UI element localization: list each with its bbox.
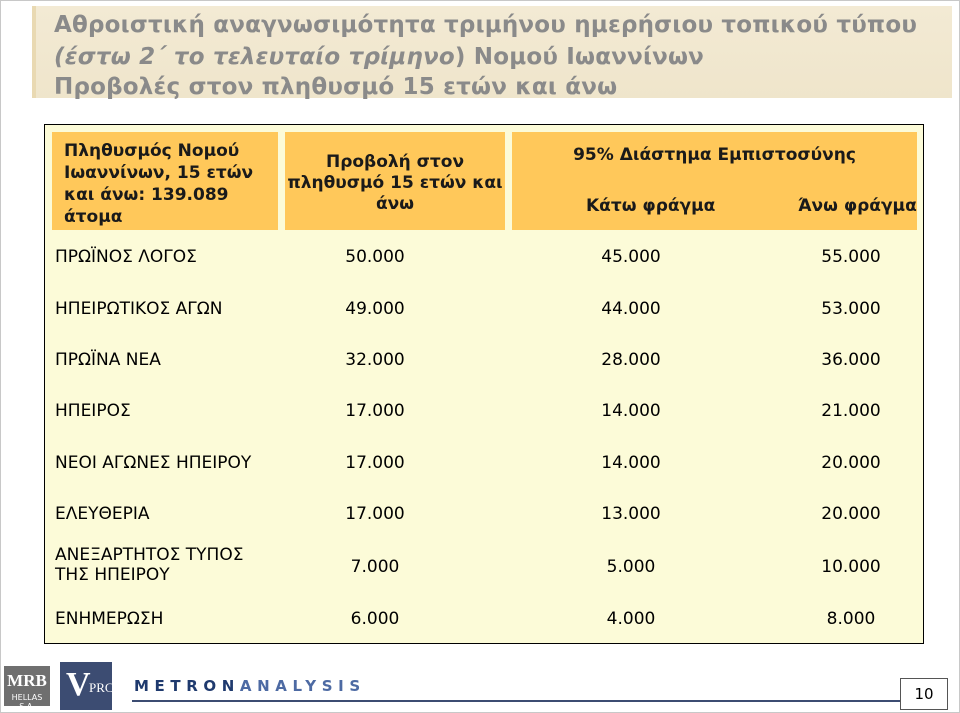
title-line-3: Προβολές στον πληθυσμό 15 ετών και άνω (54, 74, 618, 100)
table-row: ΝΕΟΙ ΑΓΩΝΕΣ ΗΠΕΙΡΟΥ 17.000 14.000 20.000 (45, 453, 923, 493)
header-population-cell: Πληθυσμός Νομού Ιωαννίνων, 15 ετών και ά… (52, 132, 278, 230)
lower-bound-value: 5.000 (606, 557, 656, 577)
newspaper-name: ΑΝΕΞΑΡΤΗΤΟΣ ΤΥΠΟΣ ΤΗΣ ΗΠΕΙΡΟΥ (55, 545, 243, 585)
newspaper-name-line-2: ΤΗΣ ΗΠΕΙΡΟΥ (55, 565, 170, 585)
header-projection-cell: Προβολή στον πληθυσμό 15 ετών και άνω (285, 132, 505, 230)
header-ci: 95% Διάστημα Εμπιστοσύνης (573, 145, 856, 165)
newspaper-name: ΠΡΩΪΝΟΣ ΛΟΓΟΣ (55, 247, 197, 267)
title-line-2-rest: ) Νομού Ιωαννίνων (454, 44, 705, 70)
metron-logo-part2: ANALYSIS (239, 677, 366, 695)
projection-value: 17.000 (345, 504, 405, 524)
table-row: ΑΝΕΞΑΡΤΗΤΟΣ ΤΥΠΟΣ ΤΗΣ ΗΠΕΙΡΟΥ 7.000 5.000… (45, 545, 923, 595)
footer-divider (132, 700, 944, 702)
header-population: Πληθυσμός Νομού Ιωαννίνων, 15 ετών και ά… (64, 141, 254, 227)
upper-bound-value: 53.000 (821, 299, 881, 319)
lower-bound-value: 13.000 (601, 504, 661, 524)
upper-bound-value: 20.000 (821, 504, 881, 524)
header-upper: Άνω φράγμα (798, 196, 917, 216)
table-row: ΕΝΗΜΕΡΩΣΗ 6.000 4.000 8.000 (45, 609, 923, 649)
projection-value: 49.000 (345, 299, 405, 319)
upper-bound-value: 20.000 (821, 453, 881, 473)
page-number: 10 (900, 678, 948, 710)
projection-value: 7.000 (350, 557, 400, 577)
newspaper-name: ΠΡΩΪΝΑ ΝΕΑ (55, 350, 161, 370)
lower-bound-value: 4.000 (606, 609, 656, 629)
readership-table: Πληθυσμός Νομού Ιωαννίνων, 15 ετών και ά… (44, 124, 924, 644)
title-line-1: Αθροιστική αναγνωσιμότητα τριμήνου ημερή… (54, 12, 918, 38)
metron-logo-part1: METRON (134, 677, 240, 695)
newspaper-name: ΕΛΕΥΘΕΡΙΑ (55, 504, 150, 524)
mrb-logo-subtext: HELLAS S.A. (11, 693, 43, 711)
title-band (32, 6, 952, 98)
projection-value: 17.000 (345, 453, 405, 473)
upper-bound-value: 55.000 (821, 247, 881, 267)
table-row: ΠΡΩΪΝΑ ΝΕΑ 32.000 28.000 36.000 (45, 350, 923, 390)
metron-analysis-logo: METRONANALYSIS (134, 677, 366, 695)
header-lower: Κάτω φράγμα (586, 196, 716, 216)
projection-value: 6.000 (350, 609, 400, 629)
header-ci-cell: 95% Διάστημα Εμπιστοσύνης Κάτω φράγμα Άν… (512, 132, 917, 230)
mrb-logo-text: MRB (7, 671, 47, 690)
upper-bound-value: 36.000 (821, 350, 881, 370)
table-row: ΕΛΕΥΘΕΡΙΑ 17.000 13.000 20.000 (45, 504, 923, 544)
lower-bound-value: 14.000 (601, 401, 661, 421)
vprc-logo-v: V (66, 666, 91, 703)
projection-value: 32.000 (345, 350, 405, 370)
header-projection: Προβολή στον πληθυσμό 15 ετών και άνω (287, 152, 503, 214)
newspaper-name: ΗΠΕΙΡΟΣ (55, 401, 131, 421)
title-line-2-italic: (έστω 2΄ το τελευταίο τρίμηνο (54, 44, 455, 70)
upper-bound-value: 21.000 (821, 401, 881, 421)
lower-bound-value: 28.000 (601, 350, 661, 370)
lower-bound-value: 44.000 (601, 299, 661, 319)
newspaper-name: ΕΝΗΜΕΡΩΣΗ (55, 609, 164, 629)
upper-bound-value: 8.000 (826, 609, 876, 629)
lower-bound-value: 14.000 (601, 453, 661, 473)
table-row: ΗΠΕΙΡΩΤΙΚΟΣ ΑΓΩΝ 49.000 44.000 53.000 (45, 299, 923, 339)
vprc-logo: V PRC (60, 662, 114, 710)
lower-bound-value: 45.000 (601, 247, 661, 267)
table-row: ΠΡΩΪΝΟΣ ΛΟΓΟΣ 50.000 45.000 55.000 (45, 247, 923, 287)
newspaper-name: ΗΠΕΙΡΩΤΙΚΟΣ ΑΓΩΝ (55, 299, 223, 319)
mrb-logo: MRB HELLAS S.A. (4, 666, 50, 711)
title-line-2: (έστω 2΄ το τελευταίο τρίμηνο) Νομού Ιωα… (54, 44, 704, 70)
projection-value: 50.000 (345, 247, 405, 267)
upper-bound-value: 10.000 (821, 557, 881, 577)
vprc-logo-rest: PRC (89, 680, 114, 695)
newspaper-name: ΝΕΟΙ ΑΓΩΝΕΣ ΗΠΕΙΡΟΥ (55, 453, 252, 473)
table-row: ΗΠΕΙΡΟΣ 17.000 14.000 21.000 (45, 401, 923, 441)
newspaper-name-line-1: ΑΝΕΞΑΡΤΗΤΟΣ ΤΥΠΟΣ (55, 545, 244, 565)
projection-value: 17.000 (345, 401, 405, 421)
